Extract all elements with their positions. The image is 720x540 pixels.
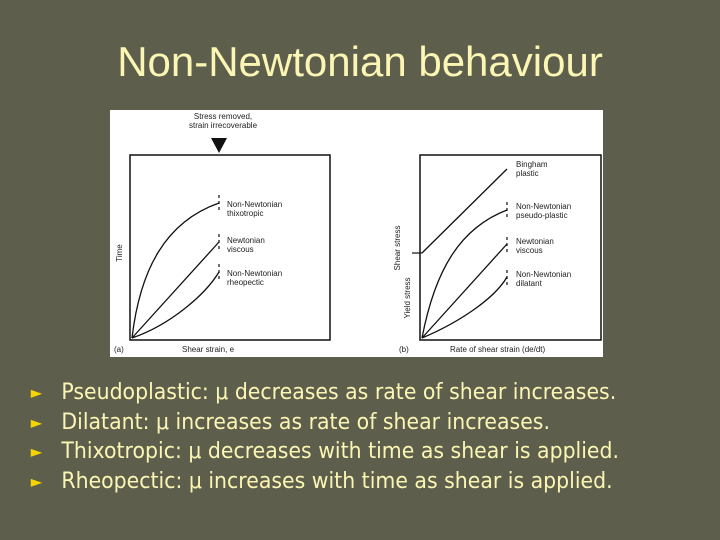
panel-a-frame [129, 154, 331, 341]
label-b3-line2: viscous [516, 246, 543, 255]
curve-pseudoplastic [421, 209, 508, 339]
panel-b-x-label: Rate of shear strain (de/dt) [450, 345, 545, 354]
curve-bingham [421, 168, 508, 254]
curve-dilatant [421, 276, 508, 339]
rheology-diagram: Stress removed, strain irrecoverable Non… [114, 112, 602, 354]
label-a3-line2: rheopectic [227, 278, 264, 287]
label-b2-line2: pseudo-plastic [516, 211, 568, 220]
label-a1-line1: Non-Newtonian [227, 200, 282, 209]
label-a1-line2: thixotropic [227, 209, 263, 218]
down-arrow-icon [211, 138, 227, 153]
panel-a-annotation-1: Stress removed, [194, 112, 252, 121]
panel-a-tag: (a) [114, 345, 124, 354]
panel-a-y-label: Time [115, 244, 124, 262]
bullet-arrow-icon: ► [30, 412, 43, 432]
slide-title: Non-Newtonian behaviour [117, 38, 603, 85]
label-b4-line1: Non-Newtonian [516, 270, 571, 279]
curve-newtonian-b [421, 243, 508, 339]
label-b1-line1: Bingham [516, 160, 548, 169]
rheology-figure: Stress removed, strain irrecoverable Non… [110, 110, 603, 357]
bullet-text: Thixotropic: μ decreases with time as sh… [61, 439, 620, 464]
bullet-arrow-icon: ► [30, 383, 43, 402]
label-a3-line1: Non-Newtonian [227, 269, 282, 278]
label-a2-line2: viscous [227, 245, 254, 254]
label-b3-line1: Newtonian [516, 237, 554, 246]
panel-a-x-label: Shear strain, e [182, 345, 235, 354]
curve-thixotropic [131, 202, 220, 339]
panel-b-y-sub-label: Yield stress [403, 277, 412, 318]
curve-newtonian-a [131, 241, 220, 339]
label-b4-line2: dilatant [516, 279, 543, 288]
bullet-text: Rheopectic: μ increases with time as she… [61, 468, 613, 494]
bullet-arrow-icon: ► [30, 471, 43, 491]
label-a2-line1: Newtonian [227, 236, 265, 245]
panel-b-tag: (b) [399, 345, 409, 354]
curve-rheopectic [131, 271, 220, 339]
label-b2-line1: Non-Newtonian [516, 202, 571, 211]
panel-a-annotation-2: strain irrecoverable [189, 121, 258, 130]
bullet-text: Dilatant: μ increases as rate of shear i… [61, 409, 550, 435]
panel-b-frame [419, 154, 602, 341]
label-b1-line2: plastic [516, 169, 539, 178]
bullet-text: Pseudoplastic: μ decreases as rate of sh… [61, 380, 617, 405]
panel-b-y-label: Shear stress [393, 226, 402, 271]
bullet-arrow-icon: ► [30, 442, 43, 461]
